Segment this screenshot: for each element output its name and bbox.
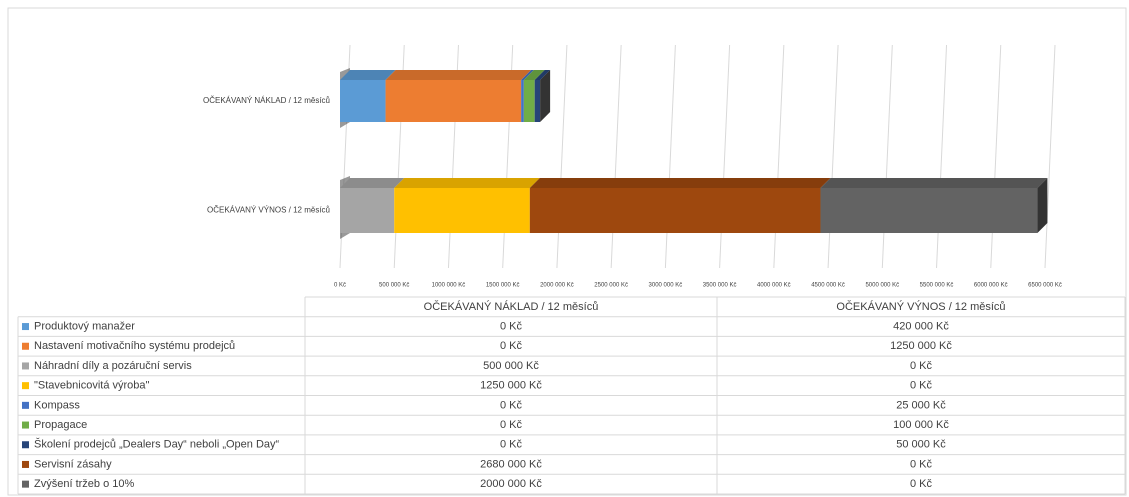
bar-side [1037, 178, 1048, 233]
table-cell: 0 Kč [910, 360, 933, 372]
table-header: OČEKÁVANÝ NÁKLAD / 12 měsíců [424, 300, 599, 313]
legend-key [22, 401, 29, 409]
bar-top [529, 178, 831, 188]
bar-top [385, 70, 532, 80]
bar [820, 188, 1038, 233]
bar [534, 80, 541, 122]
table-cell: 0 Kč [500, 399, 523, 411]
bar-top [820, 178, 1048, 188]
x-tick-label: 3000 000 Kč [649, 283, 683, 289]
bar-top [534, 70, 551, 80]
bar [521, 80, 524, 122]
table-cell: 0 Kč [500, 340, 523, 352]
table-cell: 0 Kč [910, 458, 933, 470]
table-cell: 2680 000 Kč [480, 458, 542, 470]
x-tick-label: 2500 000 Kč [594, 283, 628, 289]
legend-key [22, 421, 29, 429]
table-cell: 0 Kč [910, 380, 933, 392]
table-header: OČEKÁVANÝ VÝNOS / 12 měsíců [836, 300, 1005, 313]
bar-side [540, 70, 551, 122]
legend-label: Kompass [34, 399, 80, 411]
x-tick-label: 6500 000 Kč [1028, 283, 1062, 289]
table-cell: 0 Kč [500, 320, 523, 332]
bar-top [521, 70, 534, 80]
bar [523, 80, 535, 122]
x-tick-label: 0 Kč [334, 283, 346, 289]
legend-label: Propagace [34, 419, 87, 431]
legend-label: Produktový manažer [34, 320, 135, 332]
legend-key [22, 460, 29, 468]
x-tick-label: 1000 000 Kč [432, 283, 466, 289]
y-tick-label: OČEKÁVANÝ NÁKLAD / 12 měsíců [203, 96, 330, 105]
table-cell: 1250 000 Kč [480, 380, 542, 392]
bar-top [340, 70, 396, 80]
bar-top [523, 70, 545, 80]
table-cell: 500 000 Kč [483, 360, 539, 372]
bar [340, 188, 395, 233]
legend-key [22, 362, 29, 370]
legend-key [22, 441, 29, 449]
bar [385, 80, 522, 122]
legend-key [22, 480, 29, 488]
table-cell: 25 000 Kč [896, 399, 946, 411]
chart-frame [7, 7, 1127, 496]
y-tick-label: OČEKÁVANÝ VÝNOS / 12 měsíců [207, 206, 330, 215]
x-tick-label: 4000 000 Kč [757, 283, 791, 289]
x-tick-label: 5500 000 Kč [920, 283, 954, 289]
table-cell: 50 000 Kč [896, 439, 946, 451]
legend-label: Zvýšení tržeb o 10% [34, 478, 134, 490]
x-tick-label: 4500 000 Kč [811, 283, 845, 289]
table-cell: 0 Kč [500, 419, 523, 431]
bar-top [340, 178, 405, 188]
legend-label: "Stavebnicovitá výroba" [34, 380, 150, 392]
legend-key [22, 382, 29, 390]
x-tick-label: 2000 000 Kč [540, 283, 574, 289]
table-cell: 0 Kč [500, 439, 523, 451]
grid-line [1044, 44, 1056, 269]
legend-key [22, 323, 29, 331]
bar [529, 188, 821, 233]
table-cell: 2000 000 Kč [480, 478, 542, 490]
table-cell: 0 Kč [910, 478, 933, 490]
x-tick-label: 5000 000 Kč [865, 283, 899, 289]
table-cell: 1250 000 Kč [890, 340, 952, 352]
legend-label: Náhradní díly a pozáruční servis [34, 360, 192, 372]
legend-label: Servisní zásahy [34, 458, 112, 470]
legend-key [22, 342, 29, 350]
legend-label: Školení prodejců „Dealers Day“ neboli „O… [34, 438, 280, 451]
bar [394, 188, 530, 233]
legend-label: Nastavení motivačního systému prodejců [34, 340, 235, 352]
x-tick-label: 1500 000 Kč [486, 283, 520, 289]
x-tick-label: 500 000 Kč [379, 283, 409, 289]
x-tick-label: 6000 000 Kč [974, 283, 1008, 289]
bar [340, 80, 386, 122]
table-cell: 420 000 Kč [893, 320, 949, 332]
bar-top [394, 178, 540, 188]
x-tick-label: 3500 000 Kč [703, 283, 737, 289]
table-cell: 100 000 Kč [893, 419, 949, 431]
